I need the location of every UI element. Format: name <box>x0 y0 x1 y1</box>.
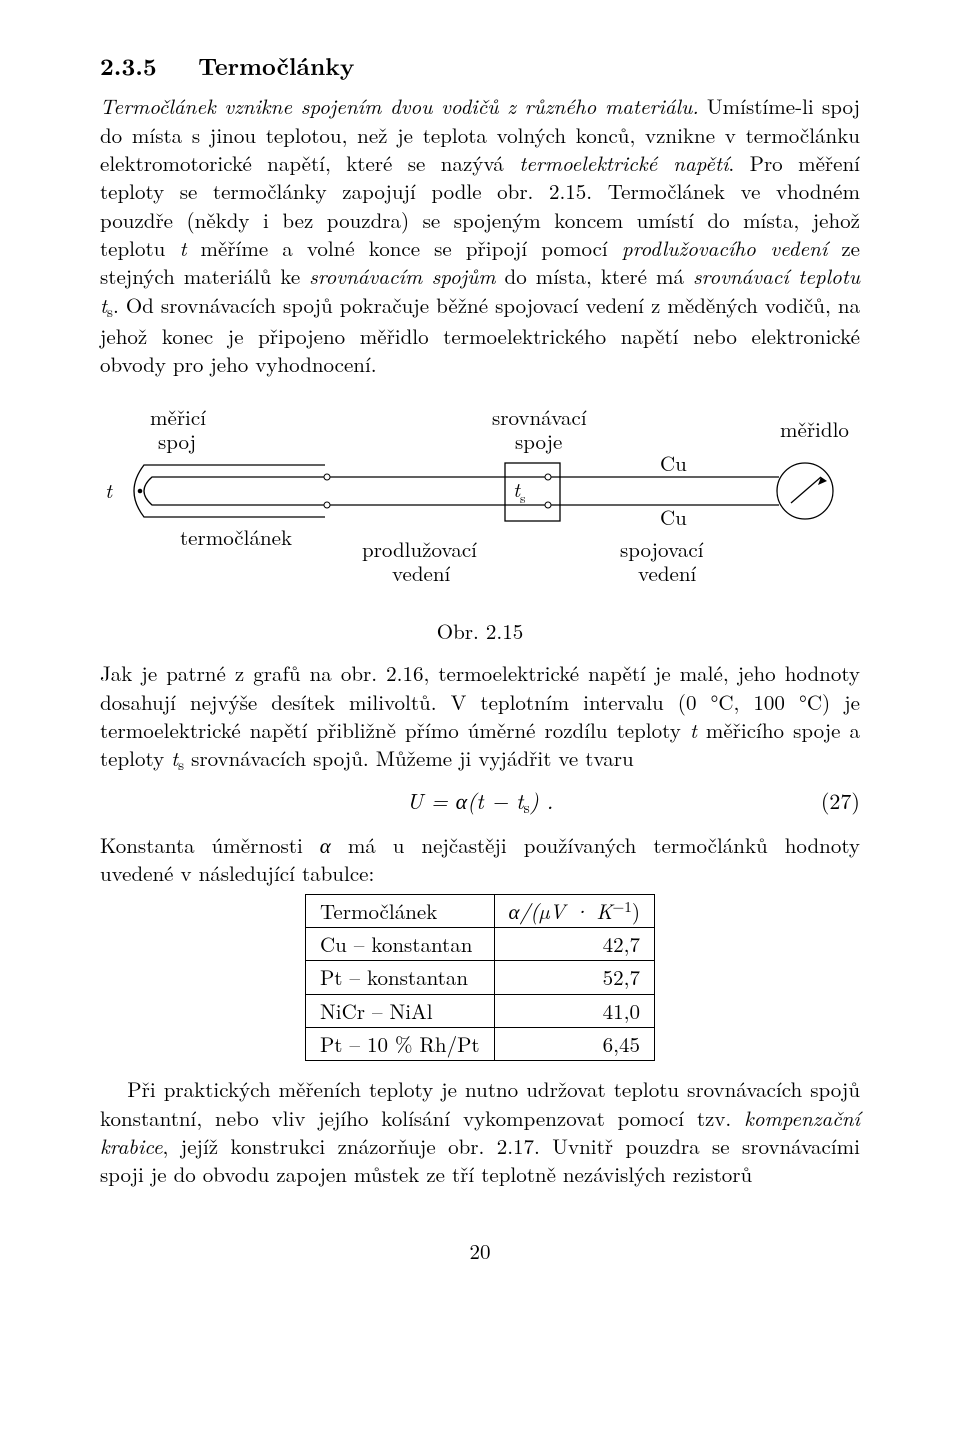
tc-name: NiCr – NiAl <box>306 994 495 1027</box>
table-row: Pt – konstantan52,7 <box>306 961 655 994</box>
paragraph-4: Při praktických měřeních teploty je nutn… <box>100 1075 860 1188</box>
table-header-name: Termočlánek <box>306 894 495 927</box>
equation-27: U = α(t − ts) . (27) <box>100 786 860 817</box>
svg-text:vedení: vedení <box>392 558 450 588</box>
page-number: 20 <box>100 1237 860 1265</box>
table-row: NiCr – NiAl41,0 <box>306 994 655 1027</box>
var-t-2: t <box>690 715 697 745</box>
p3-a: Konstanta úměrnosti <box>100 830 320 860</box>
p1-l: . Od srovnávacích spojů pokračuje běžné … <box>100 290 860 380</box>
table-header-row: Termočlánek α/(µV · K−1) <box>306 894 655 927</box>
svg-text:měřidlo: měřidlo <box>780 414 849 444</box>
figure-caption: Obr. 2.15 <box>100 617 860 645</box>
p1-j: do místa, které má <box>496 261 693 291</box>
p4-c: , jejíž konstrukci znázorňuje obr. 2.17.… <box>100 1131 860 1189</box>
term-srovnavacim-spojum: srovnávacím spojům <box>309 261 495 291</box>
paragraph-1: Termočlánek vznikne spojením dvou vodičů… <box>100 92 860 378</box>
paragraph-3: Konstanta úměrnosti α má u nejčastěji po… <box>100 831 860 888</box>
svg-text:t: t <box>105 475 113 505</box>
var-alpha: α <box>320 830 331 860</box>
paragraph-2: Jak je patrné z grafů na obr. 2.16, term… <box>100 659 860 775</box>
p1-f: měříme a volné konce se připojí pomocí <box>186 233 621 263</box>
heading-title: Termočlánky <box>198 49 354 83</box>
tc-value: 52,7 <box>494 961 654 994</box>
svg-text:spoj: spoj <box>158 426 196 456</box>
table-row: Pt – 10 % Rh/Pt6,45 <box>306 1027 655 1060</box>
svg-text:ts: ts <box>513 474 526 508</box>
svg-text:spoje: spoje <box>515 426 562 456</box>
svg-text:Cu: Cu <box>660 502 687 532</box>
p2-e: srovnávacích spojů. Můžeme ji vyjádřit v… <box>184 743 634 773</box>
tc-value: 42,7 <box>494 927 654 960</box>
var-ts: ts <box>171 743 184 773</box>
svg-text:termočlánek: termočlánek <box>180 522 292 552</box>
table-header-alpha: α/(µV · K−1) <box>494 894 654 927</box>
term-termoelektricke-napeti: termoelektrické napětí <box>519 148 728 178</box>
eq-body: U = α(t − ts) . <box>407 786 554 817</box>
tc-name: Cu – konstantan <box>306 927 495 960</box>
tc-name: Pt – 10 % Rh/Pt <box>306 1027 495 1060</box>
table-row: Cu – konstantan42,7 <box>306 927 655 960</box>
tc-value: 41,0 <box>494 994 654 1027</box>
heading-number: 2.3.5 <box>100 49 157 83</box>
term-prodluzovaciho-vedeni: prodlužovacího vedení <box>622 233 827 263</box>
svg-text:Cu: Cu <box>660 448 687 478</box>
term-termoclanek: Termočlánek vznikne spojením dvou vodičů… <box>100 91 699 121</box>
section-heading: 2.3.5 Termočlánky <box>100 50 860 82</box>
svg-text:vedení: vedení <box>638 558 696 588</box>
tc-name: Pt – konstantan <box>306 961 495 994</box>
thermocouple-diagram: měřicíspojttermočlánekprodlužovacívedení… <box>100 397 860 613</box>
equation-number: (27) <box>821 786 860 816</box>
thermocouple-table: Termočlánek α/(µV · K−1) Cu – konstantan… <box>305 894 655 1062</box>
tc-value: 6,45 <box>494 1027 654 1060</box>
